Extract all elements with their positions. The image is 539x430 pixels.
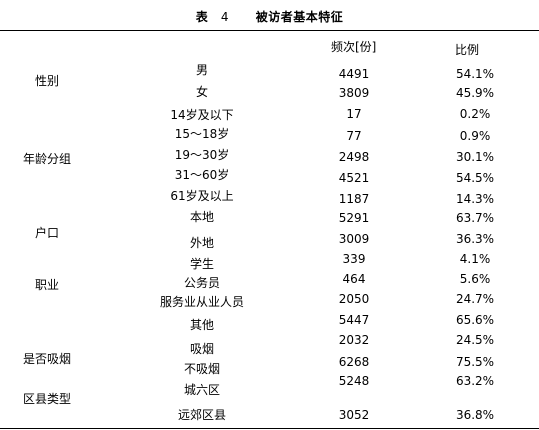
table-title-label: 表 bbox=[195, 10, 209, 24]
frequency-cell: 2050 bbox=[338, 292, 370, 306]
category-label: 性别 bbox=[34, 74, 59, 88]
frequency-cell: 3809 bbox=[338, 86, 370, 100]
table-title-text: 被访者基本特征 bbox=[255, 10, 344, 24]
category-label: 年龄分组 bbox=[22, 152, 71, 166]
percentage-cell: 30.1% bbox=[455, 150, 495, 164]
percentage-cell: 36.8% bbox=[455, 408, 495, 422]
percentage-cell: 4.1% bbox=[459, 252, 491, 266]
subcategory-label: 公务员 bbox=[183, 276, 220, 290]
frequency-cell: 339 bbox=[342, 252, 366, 266]
subcategory-label: 女 bbox=[195, 85, 208, 99]
percentage-cell: 45.9% bbox=[455, 86, 495, 100]
percentage-cell: 63.2% bbox=[455, 374, 495, 388]
percentage-cell: 0.9% bbox=[459, 129, 491, 143]
subcategory-label: 远郊区县 bbox=[177, 408, 226, 422]
frequency-cell: 5248 bbox=[338, 374, 370, 388]
frequency-cell: 2498 bbox=[338, 150, 370, 164]
category-label: 户口 bbox=[34, 226, 59, 240]
subcategory-label: 服务业从业人员 bbox=[159, 295, 244, 309]
percentage-cell: 14.3% bbox=[455, 192, 495, 206]
percentage-cell: 0.2% bbox=[459, 107, 491, 121]
category-label: 职业 bbox=[34, 278, 59, 292]
frequency-cell: 3009 bbox=[338, 232, 370, 246]
frequency-cell: 17 bbox=[346, 107, 362, 121]
subcategory-label: 学生 bbox=[189, 257, 214, 271]
percentage-cell: 5.6% bbox=[459, 272, 491, 286]
subcategory-label: 61岁及以上 bbox=[170, 189, 234, 203]
frequency-cell: 464 bbox=[342, 272, 366, 286]
frequency-cell: 1187 bbox=[338, 192, 370, 206]
frequency-cell: 77 bbox=[346, 129, 362, 143]
category-label: 是否吸烟 bbox=[22, 352, 71, 366]
subcategory-label: 15～18岁 bbox=[174, 127, 230, 141]
subcategory-label: 其他 bbox=[189, 318, 214, 332]
subcategory-label: 城六区 bbox=[183, 383, 220, 397]
percentage-cell: 54.5% bbox=[455, 171, 495, 185]
frequency-cell: 6268 bbox=[338, 355, 370, 369]
category-label: 区县类型 bbox=[22, 392, 71, 406]
subcategory-label: 外地 bbox=[189, 236, 214, 250]
percentage-cell: 75.5% bbox=[455, 355, 495, 369]
frequency-cell: 4491 bbox=[338, 67, 370, 81]
percentage-cell: 24.5% bbox=[455, 333, 495, 347]
frequency-cell: 5291 bbox=[338, 211, 370, 225]
subcategory-label: 31～60岁 bbox=[174, 168, 230, 182]
frequency-cell: 2032 bbox=[338, 333, 370, 347]
percentage-cell: 65.6% bbox=[455, 313, 495, 327]
table-title-number: 4 bbox=[220, 10, 230, 24]
header-freq: 频次[份] bbox=[331, 40, 377, 54]
subcategory-label: 本地 bbox=[189, 210, 214, 224]
frequency-cell: 4521 bbox=[338, 171, 370, 185]
frequency-cell: 5447 bbox=[338, 313, 370, 327]
header-pct: 比例 bbox=[455, 43, 480, 57]
frequency-cell: 3052 bbox=[338, 408, 370, 422]
subcategory-label: 14岁及以下 bbox=[170, 108, 234, 122]
subcategory-label: 吸烟 bbox=[189, 342, 214, 356]
percentage-cell: 54.1% bbox=[455, 67, 495, 81]
table-title: 表 4 被访者基本特征 bbox=[0, 8, 539, 25]
table-top-rule bbox=[0, 30, 539, 31]
percentage-cell: 36.3% bbox=[455, 232, 495, 246]
percentage-cell: 24.7% bbox=[455, 292, 495, 306]
percentage-cell: 63.7% bbox=[455, 211, 495, 225]
table-bottom-rule bbox=[0, 428, 539, 429]
subcategory-label: 不吸烟 bbox=[183, 362, 220, 376]
subcategory-label: 19～30岁 bbox=[174, 148, 230, 162]
subcategory-label: 男 bbox=[195, 63, 208, 77]
